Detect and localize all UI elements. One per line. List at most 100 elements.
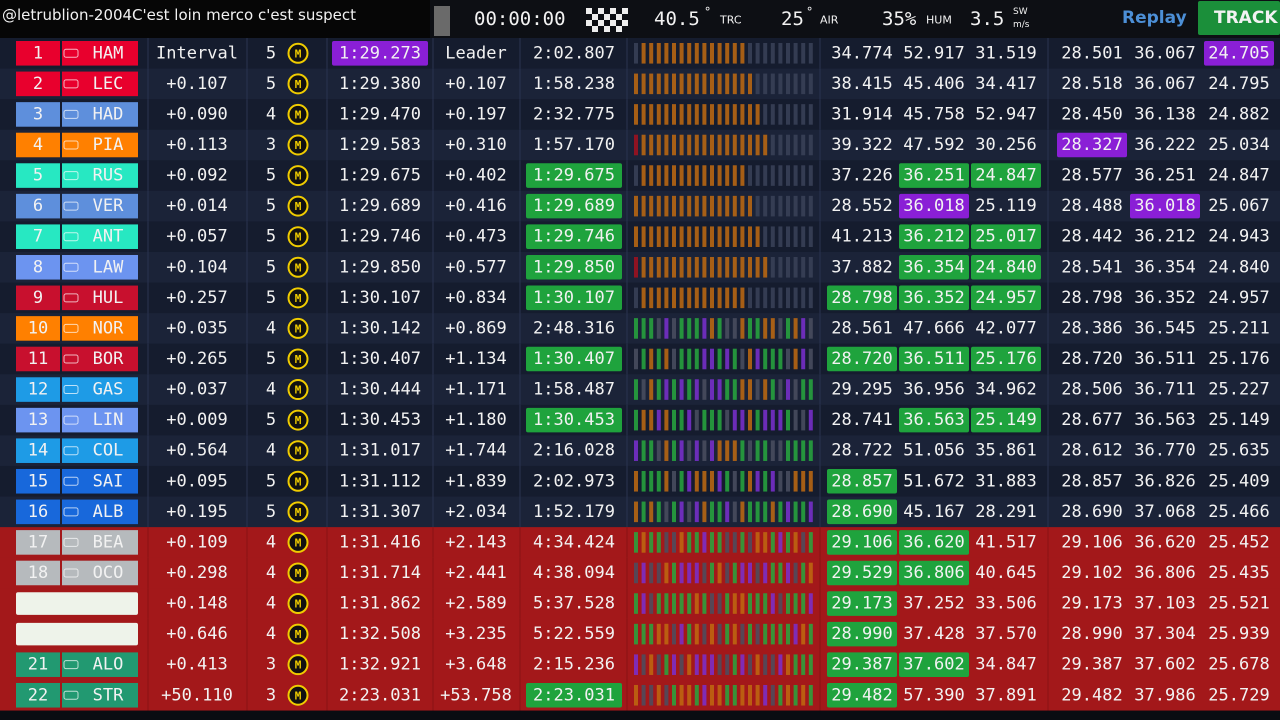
mini-sector xyxy=(786,134,790,156)
laps: 3 xyxy=(266,135,276,155)
replay-button[interactable]: Replay xyxy=(1122,8,1187,28)
mini-sector xyxy=(770,562,775,584)
mini-sector xyxy=(725,73,730,95)
mini-sector xyxy=(725,532,730,553)
sector-time: 29.529 xyxy=(831,563,892,583)
best-lap: 1:32.921 xyxy=(339,655,421,675)
mini-sector xyxy=(801,256,806,278)
mini-sector xyxy=(808,440,813,461)
mini-sector xyxy=(656,104,661,125)
sector-time: 28.990 xyxy=(831,624,892,644)
sector-time: 34.847 xyxy=(975,655,1036,675)
row-bg xyxy=(0,679,1280,712)
sector-time: 40.645 xyxy=(975,563,1036,583)
best-sector-time: 28.506 xyxy=(1061,380,1122,400)
mini-sector xyxy=(748,43,752,64)
gap: +2.441 xyxy=(445,563,506,583)
track-button[interactable]: TRACK xyxy=(1214,8,1278,28)
best-lap-highlight xyxy=(332,41,428,66)
sector-time: 41.213 xyxy=(831,227,892,247)
mini-sector xyxy=(641,318,646,339)
mini-sector xyxy=(687,256,692,278)
mini-sector xyxy=(793,532,798,553)
mini-sector xyxy=(664,440,669,461)
mini-sector xyxy=(748,348,752,370)
mini-sector xyxy=(656,501,661,523)
team-logo xyxy=(63,48,79,58)
mini-sector xyxy=(641,470,646,492)
mini-sector xyxy=(793,654,798,675)
sector-time: 45.167 xyxy=(903,502,964,522)
interval: +0.148 xyxy=(166,594,227,614)
mini-sector xyxy=(634,134,638,156)
last-lap: 2:32.775 xyxy=(533,104,615,124)
interval: +0.090 xyxy=(166,104,227,124)
position-box xyxy=(16,163,60,188)
driver-code: VER xyxy=(93,196,124,216)
mini-sector xyxy=(702,654,707,675)
mini-sector xyxy=(679,348,684,370)
position: 14 xyxy=(28,441,48,461)
mini-sector xyxy=(656,440,661,461)
mini-sector xyxy=(786,654,790,675)
mini-sector xyxy=(664,470,669,492)
position: 2 xyxy=(33,74,43,94)
last-lap: 1:30.107 xyxy=(533,288,615,308)
best-lap: 1:30.107 xyxy=(339,288,421,308)
tyre-icon xyxy=(287,440,309,462)
mini-sector xyxy=(801,532,806,553)
mini-sector xyxy=(717,470,722,492)
best-lap: 1:29.689 xyxy=(339,196,421,216)
mini-sector xyxy=(732,134,737,156)
best-lap: 1:31.714 xyxy=(339,563,421,583)
mini-sector xyxy=(755,165,760,186)
driver-box xyxy=(62,682,138,708)
mini-sector xyxy=(687,501,692,523)
sector-time: 34.962 xyxy=(975,380,1036,400)
mini-sector xyxy=(786,470,790,492)
laps: 4 xyxy=(266,318,276,338)
best-sector-time: 36.511 xyxy=(1134,349,1195,369)
mini-sector xyxy=(717,195,722,217)
position-box xyxy=(16,560,60,586)
position: 18 xyxy=(28,563,48,583)
mini-sector xyxy=(664,43,669,64)
mini-sector xyxy=(649,532,654,553)
mini-sector xyxy=(748,134,752,156)
laps: 5 xyxy=(266,349,276,369)
mini-sector xyxy=(717,623,722,645)
mini-sector xyxy=(717,440,722,461)
mini-sector xyxy=(755,379,760,400)
mini-sector xyxy=(732,470,737,492)
mini-sector xyxy=(770,134,775,156)
mini-sector xyxy=(634,654,638,675)
mini-sector xyxy=(732,379,737,400)
best-sector-time: 37.304 xyxy=(1134,624,1195,644)
sector-time: 31.519 xyxy=(975,43,1036,63)
driver-code: LIN xyxy=(93,410,124,430)
mini-sector xyxy=(679,318,684,339)
mini-sector xyxy=(672,532,676,553)
tyre-icon xyxy=(287,256,309,278)
track-button-bg[interactable] xyxy=(1198,1,1280,35)
sector-time: 25.119 xyxy=(975,196,1036,216)
driver-box xyxy=(62,163,138,188)
driver-code: SAI xyxy=(93,471,124,491)
sector-time: 37.252 xyxy=(903,594,964,614)
mini-sector xyxy=(679,562,684,584)
mini-sector xyxy=(801,470,806,492)
mini-sector xyxy=(770,440,775,461)
mini-sector xyxy=(641,256,646,278)
mini-sector xyxy=(755,195,760,217)
sector-time: 52.947 xyxy=(975,104,1036,124)
sector-time-highlight xyxy=(899,530,969,555)
mini-sector xyxy=(649,134,654,156)
mini-sector xyxy=(778,73,783,95)
mini-sector xyxy=(770,73,775,95)
scrollbar[interactable] xyxy=(434,6,450,36)
best-sector-time: 28.612 xyxy=(1061,441,1122,461)
driver-code: RUS xyxy=(93,166,124,186)
sector-time: 28.741 xyxy=(831,410,892,430)
mini-sector xyxy=(740,409,745,431)
mini-sector xyxy=(732,440,737,461)
